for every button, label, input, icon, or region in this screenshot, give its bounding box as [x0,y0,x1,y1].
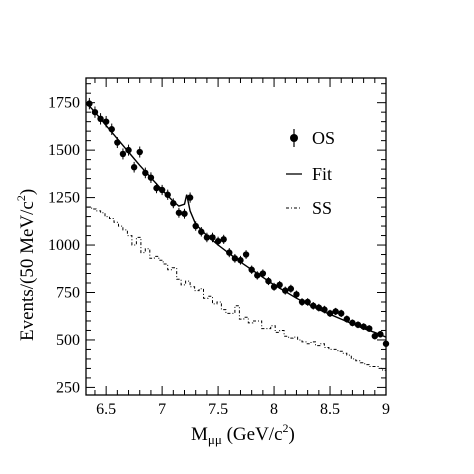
os-point [158,186,166,194]
y-tick-label: 250 [56,379,80,396]
os-point [97,115,104,123]
x-tick-label: 8 [270,401,278,418]
y-tick-label: 500 [56,332,80,349]
os-point [276,281,283,289]
os-point [231,255,239,262]
os-point [125,146,132,154]
x-tick-label: 9 [382,401,390,418]
os-point [354,321,362,328]
os-point [248,266,255,273]
os-point [293,291,300,298]
os-point [175,209,183,216]
os-point [338,310,345,317]
x-ticks: 6.5 7 7.5 8 8.5 9 [94,78,390,418]
legend-fit-label: Fit [312,164,332,184]
os-point [237,257,244,264]
os-point [377,331,384,338]
os-point [142,169,149,177]
os-point [203,234,211,241]
fit-line [86,103,387,338]
legend-ss-label: SS [312,198,332,218]
x-axis-title: Mμμ (GeV/c2) [191,421,295,447]
os-point [214,238,222,245]
y-tick-label: 1250 [48,190,80,207]
y-axis-title: Events/(50 MeV/c2) [14,189,38,341]
legend: OS Fit SS [286,128,335,218]
y-tick-label: 750 [56,284,80,301]
x-tick-label: 7 [158,401,166,418]
os-point [242,251,250,258]
os-point [349,319,356,327]
legend-os-label: OS [312,128,335,148]
y-tick-label: 1500 [48,142,80,159]
y-ticks: 250 500 750 1000 1250 1500 1750 [48,83,386,396]
os-point [304,298,311,306]
x-tick-label: 7.5 [208,401,228,418]
os-point [282,287,289,294]
plot-frame [85,77,387,396]
os-point [360,323,367,330]
os-series [86,97,390,347]
os-point [310,302,317,309]
os-point [254,272,261,279]
os-point [315,304,323,311]
os-point [265,277,272,285]
os-point [91,108,99,116]
os-point [259,270,267,277]
os-point [114,139,121,146]
os-point [108,126,115,133]
os-point [147,174,155,181]
os-point [198,228,205,235]
os-point [164,191,171,198]
os-point [136,148,143,156]
os-point [119,150,127,158]
os-point [371,332,379,340]
x-tick-label: 6.5 [96,401,116,418]
os-point [153,184,160,192]
os-point [130,164,138,171]
os-point [382,340,390,347]
os-point [332,308,339,315]
os-point [86,100,93,107]
os-point [192,222,199,230]
os-point [270,283,278,291]
x-tick-label: 8.5 [320,401,340,418]
y-tick-label: 1000 [48,237,80,254]
os-point [366,325,373,332]
os-point [287,285,295,292]
ss-step-line [87,206,386,371]
fit-series [86,103,387,338]
os-point [220,236,227,243]
y-tick-label: 1750 [48,95,80,112]
os-point [181,210,188,217]
os-point [102,118,110,125]
os-point [343,315,351,323]
os-point [298,298,306,306]
os-point [226,249,233,256]
legend-os-marker [290,134,298,142]
os-point [326,310,334,317]
os-point [209,234,216,241]
os-point [321,306,328,313]
ss-series [87,206,386,371]
os-point [170,200,177,207]
os-point [186,194,194,201]
